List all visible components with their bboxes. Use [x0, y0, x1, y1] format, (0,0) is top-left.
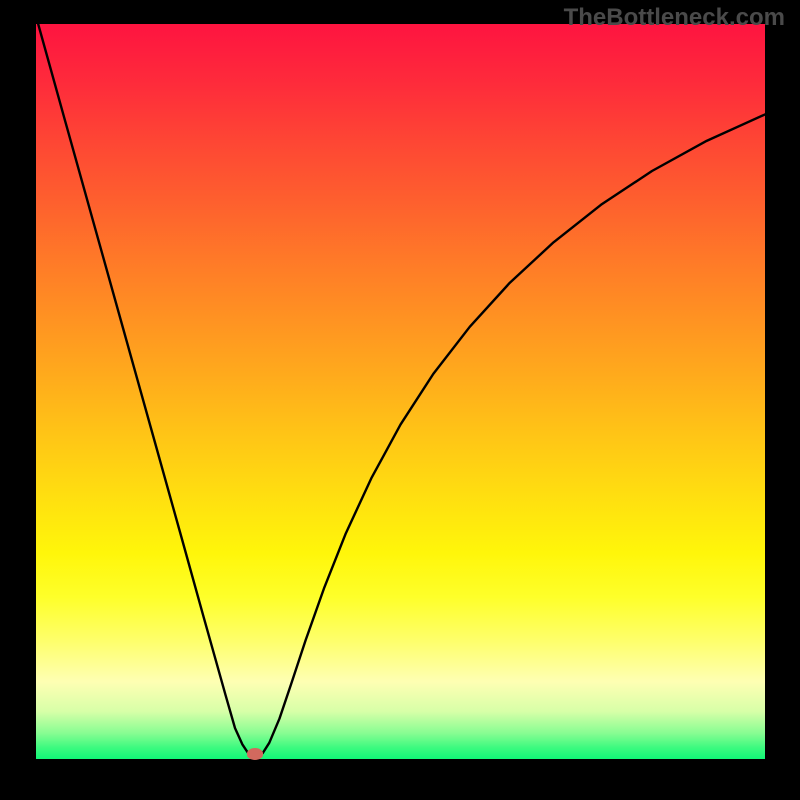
bottleneck-curve — [36, 24, 765, 759]
minimum-marker — [247, 748, 263, 760]
watermark-text: TheBottleneck.com — [564, 4, 785, 32]
curve-path — [38, 24, 765, 758]
plot-area — [36, 24, 765, 759]
chart-container: TheBottleneck.com — [0, 0, 800, 800]
